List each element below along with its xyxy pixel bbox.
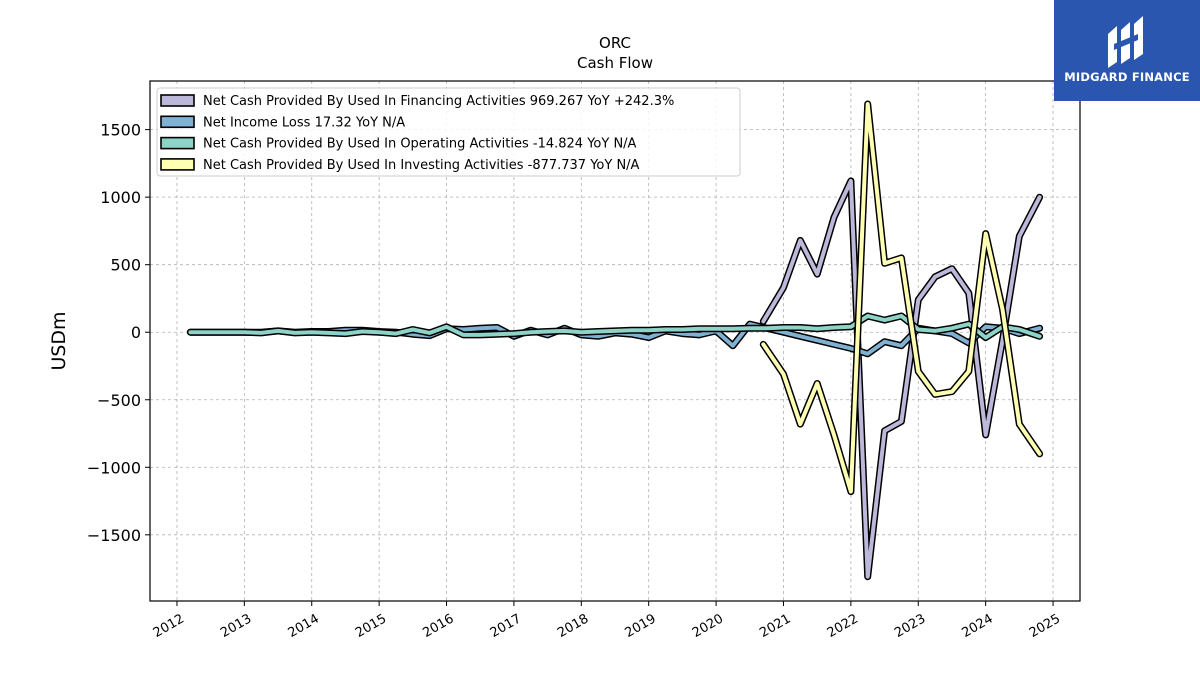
- x-tick-label: 2023: [892, 611, 928, 641]
- legend: Net Cash Provided By Used In Financing A…: [156, 87, 741, 177]
- x-tick-label: 2017: [488, 611, 524, 641]
- y-tick-label: 1500: [100, 121, 141, 140]
- x-tick-label: 2014: [286, 611, 322, 641]
- legend-box: [156, 87, 741, 177]
- x-tick-label: 2013: [218, 611, 254, 641]
- x-tick-label: 2024: [959, 611, 995, 641]
- x-axis-ticks: 2012 2013 2014 2015 2016 2017 2018 2019 2020 2021…: [151, 601, 1063, 641]
- legend-swatch: [160, 136, 195, 150]
- chart-title: ORC: [599, 34, 631, 52]
- legend-label: Net Cash Provided By Used In Financing A…: [203, 94, 674, 109]
- x-tick-label: 2021: [757, 611, 793, 641]
- y-tick-label: 1000: [100, 188, 141, 207]
- logo-mark-icon: [1108, 16, 1143, 68]
- x-tick-label: 2020: [690, 611, 726, 641]
- legend-swatch: [160, 158, 195, 171]
- y-tick-label: 500: [110, 256, 141, 275]
- y-tick-label: 0: [131, 323, 141, 342]
- legend-label: Net Cash Provided By Used In Operating A…: [203, 137, 637, 152]
- legend-swatch: [160, 115, 195, 129]
- x-tick-label: 2012: [151, 611, 187, 641]
- x-tick-label: 2015: [353, 611, 389, 641]
- x-tick-label: 2018: [555, 611, 591, 641]
- y-tick-label: −1000: [87, 458, 141, 477]
- series-line-outline-0: [759, 177, 1044, 581]
- plot-frame: [149, 80, 1081, 602]
- y-axis-label: USDm: [48, 311, 70, 370]
- x-tick-label: 2019: [623, 611, 659, 641]
- legend-label: Net Income Loss 17.32 YoY N/A: [203, 115, 405, 130]
- x-tick-label: 2025: [1027, 611, 1063, 641]
- legend-label: Net Cash Provided By Used In Investing A…: [203, 158, 640, 173]
- series-line-2: [188, 314, 1042, 340]
- x-tick-label: 2016: [420, 611, 456, 641]
- y-axis-ticks: −1500 −1000 −500 0 500 1000 1500: [87, 121, 150, 545]
- midgard-finance-logo: MIDGARD FINANCE: [1054, 0, 1200, 101]
- legend-swatch: [160, 94, 195, 107]
- x-tick-label: 2022: [825, 611, 861, 641]
- chart-subtitle: Cash Flow: [577, 54, 653, 72]
- series-line-3: [761, 102, 1042, 494]
- y-tick-label: −1500: [87, 526, 141, 545]
- series-line-0: [761, 178, 1042, 579]
- logo-text: MIDGARD FINANCE: [1064, 70, 1190, 84]
- y-tick-label: −500: [97, 391, 141, 410]
- series-lines: [186, 100, 1044, 581]
